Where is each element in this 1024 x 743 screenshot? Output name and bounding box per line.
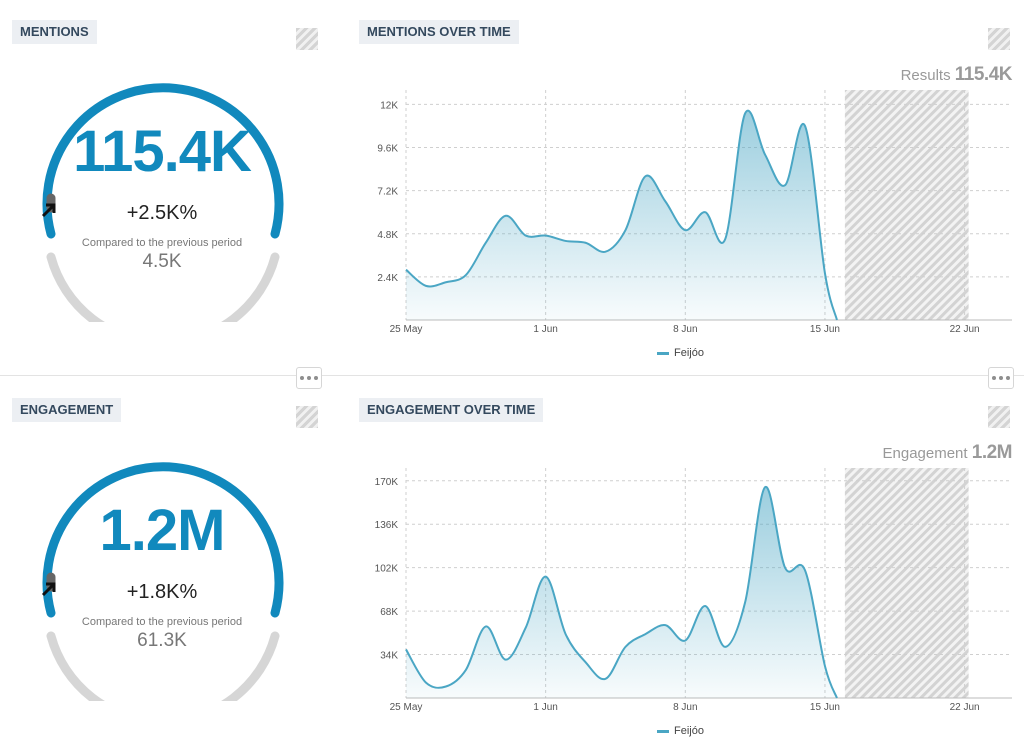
- y-tick-label: 102K: [375, 564, 399, 575]
- engagement-result-value: 1.2M: [971, 442, 1013, 463]
- series-line: [405, 486, 838, 699]
- y-tick-label: 136K: [375, 520, 399, 531]
- mentions-placeholder-icon: [296, 28, 318, 50]
- y-tick-label: 9.6K: [377, 144, 398, 155]
- mentions-compare-text: Compared to the previous period: [81, 237, 243, 249]
- trend-up-icon: [41, 582, 56, 597]
- mentions-result-value: 115.4K: [954, 64, 1013, 85]
- x-tick-label: 1 Jun: [533, 324, 557, 335]
- mentions-change: +2.5K%: [40, 202, 284, 225]
- future-period-hatch: [844, 90, 969, 320]
- y-tick-label: 2.4K: [377, 273, 398, 284]
- x-tick-label: 8 Jun: [673, 324, 697, 335]
- mentions-result-label: Results: [900, 67, 951, 84]
- engagement-label: ENGAGEMENT: [12, 398, 122, 422]
- mentions-previous-value: 4.5K: [142, 251, 182, 272]
- engagement-value: 1.2M: [99, 498, 226, 563]
- engagement-result-label: Engagement: [882, 445, 968, 462]
- series-area: [406, 110, 837, 320]
- x-tick-label: 22 Jun: [950, 324, 980, 335]
- engagement-previous-value: 61.3K: [137, 630, 187, 651]
- engagement-legend[interactable]: Feijóo: [657, 725, 704, 737]
- y-tick-label: 170K: [375, 477, 399, 488]
- engagement-chart-placeholder-icon: [988, 406, 1010, 428]
- mentions-result: Results 115.4K: [900, 64, 1013, 86]
- mentions-over-time-chart: 2.4K 4.8K 7.2K 9.6K 12K 25 May 1 Jun 8 Jun 15 Ju…: [377, 90, 1012, 335]
- engagement-gauge-ring: [42, 462, 284, 701]
- y-tick-label: 12K: [380, 100, 398, 111]
- engagement-result: Engagement 1.2M: [883, 442, 1013, 464]
- mentions-more-button[interactable]: [296, 367, 322, 389]
- mentions-label: MENTIONS: [12, 20, 97, 44]
- legend-swatch: [657, 351, 669, 355]
- mentions-over-time-label: MENTIONS OVER TIME: [359, 20, 519, 44]
- legend-swatch: [657, 729, 669, 733]
- engagement-legend-label: Feijóo: [674, 725, 704, 737]
- mentions-chart-more-button[interactable]: [988, 367, 1014, 389]
- engagement-change: +1.8K%: [40, 581, 284, 604]
- y-tick-label: 4.8K: [377, 230, 398, 241]
- trend-up-icon: [41, 203, 56, 218]
- mentions-legend[interactable]: Feijóo: [657, 347, 704, 359]
- mentions-change-value: +2.5K%: [126, 202, 198, 224]
- engagement-change-value: +1.8K%: [126, 581, 198, 603]
- series-line: [405, 109, 838, 321]
- x-tick-label: 25 May: [390, 702, 423, 713]
- x-tick-label: 15 Jun: [810, 702, 840, 713]
- mentions-gauge-ring: [42, 83, 284, 322]
- mentions-legend-label: Feijóo: [674, 347, 704, 359]
- series-area: [406, 486, 837, 698]
- engagement-over-time-chart: 34K 68K 102K 136K 170K 25 May 1 Jun 8 Jun 15 Jun…: [375, 468, 1012, 713]
- y-tick-label: 68K: [380, 607, 398, 618]
- x-tick-label: 8 Jun: [673, 702, 697, 713]
- mentions-value: 115.4K: [73, 119, 252, 184]
- row-divider: [0, 375, 1024, 376]
- mentions-chart-placeholder-icon: [988, 28, 1010, 50]
- engagement-over-time-label: ENGAGEMENT OVER TIME: [359, 398, 544, 422]
- x-tick-label: 1 Jun: [533, 702, 557, 713]
- x-tick-label: 25 May: [390, 324, 423, 335]
- engagement-placeholder-icon: [296, 406, 318, 428]
- engagement-compare-text: Compared to the previous period: [81, 616, 243, 628]
- mentions-gauge: 115.4K +2.5K% Compared to the previous p…: [40, 62, 300, 322]
- future-period-hatch: [844, 468, 969, 698]
- x-tick-label: 22 Jun: [950, 702, 980, 713]
- y-tick-label: 7.2K: [377, 187, 398, 198]
- engagement-gauge: 1.2M +1.8K% Compared to the previous per…: [40, 441, 300, 701]
- y-tick-label: 34K: [380, 651, 398, 662]
- x-tick-label: 15 Jun: [810, 324, 840, 335]
